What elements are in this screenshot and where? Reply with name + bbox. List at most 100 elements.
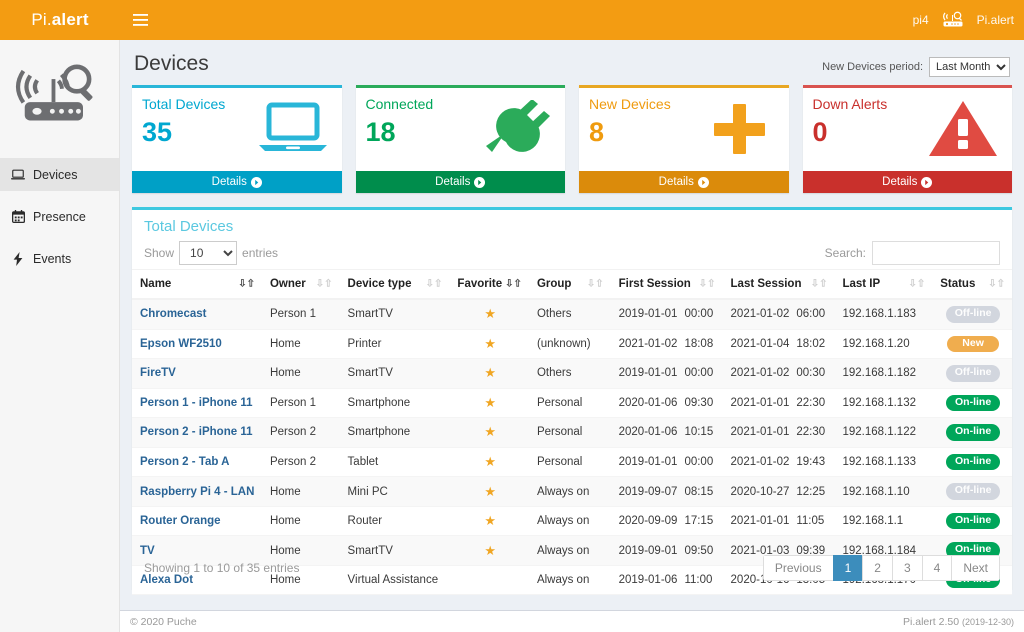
cell-group: Personal [528, 417, 611, 448]
sidebar-item-events[interactable]: Events [0, 242, 119, 275]
first-session-time: 18:08 [684, 337, 714, 350]
table-row[interactable]: Person 2 - Tab A Person 2 Tablet ★ Personal 2… [132, 447, 1012, 478]
brand-logo[interactable]: Pi. alert [0, 0, 120, 40]
sidebar-item-devices[interactable]: Devices [0, 158, 119, 191]
column-header-last-ip[interactable]: Last IP ⇩⇧ [834, 269, 933, 300]
entries-length-select[interactable]: 10 [179, 241, 238, 265]
device-link[interactable]: FireTV [140, 367, 176, 380]
calendar-icon [10, 210, 26, 223]
cell-name: Chromecast [132, 299, 262, 330]
device-link[interactable]: Epson WF2510 [140, 337, 222, 350]
cell-favorite[interactable]: ★ [449, 535, 529, 566]
pagination-page-2[interactable]: 2 [862, 555, 892, 581]
pagination-page-1[interactable]: 1 [832, 555, 863, 581]
search-input[interactable] [872, 241, 1000, 265]
cell-owner: Home [261, 358, 340, 389]
table-row[interactable]: Person 1 - iPhone 11 Person 1 Smartphone ★ P… [132, 388, 1012, 419]
sidebar-item-presence[interactable]: Presence [0, 200, 119, 233]
table-row[interactable]: Person 2 - iPhone 11 Person 2 Smartphone ★ P… [132, 417, 1012, 448]
stat-box-value: 35 [142, 117, 173, 147]
new-devices-period-control: New Devices period: Last Month [822, 57, 1010, 77]
devices-table: Name ⇩⇧ Owner ⇩⇧ Device type ⇩⇧ Favorite… [132, 269, 1012, 596]
stat-box-title: New Devices [589, 96, 671, 112]
cell-favorite[interactable]: ★ [449, 476, 529, 507]
column-header-last-session[interactable]: Last Session ⇩⇧ [722, 269, 835, 300]
details-button[interactable]: Details [579, 171, 789, 193]
cell-favorite[interactable]: ★ [449, 417, 529, 448]
first-session-time: 00:00 [684, 367, 714, 380]
stat-box-total-devices: Total Devices 35 Details [132, 85, 342, 193]
cell-first-session: 2019-01-01 00:00 [610, 358, 723, 389]
cell-last-session: 2021-01-01 22:30 [722, 388, 835, 419]
footer-version: 2.50 [938, 615, 960, 628]
cell-device-type: Mini PC [339, 476, 450, 507]
column-label: Favorite [457, 278, 503, 290]
cell-favorite[interactable]: ★ [449, 299, 529, 330]
pagination-next[interactable]: Next [951, 555, 1000, 581]
device-link[interactable]: TV [140, 544, 155, 557]
column-header-owner[interactable]: Owner ⇩⇧ [261, 269, 340, 300]
table-search-control: Search: [825, 241, 1000, 265]
details-button[interactable]: Details [802, 171, 1012, 193]
column-header-name[interactable]: Name ⇩⇧ [132, 269, 262, 300]
pagination-page-4[interactable]: 4 [921, 555, 952, 581]
sidebar-logo [0, 40, 119, 158]
table-row[interactable]: Raspberry Pi 4 - LAN Home Mini PC ★ Always o… [132, 476, 1012, 507]
cell-favorite[interactable] [449, 565, 529, 596]
column-header-status[interactable]: Status ⇩⇧ [932, 269, 1012, 300]
cell-favorite[interactable]: ★ [449, 506, 529, 537]
cell-favorite[interactable]: ★ [449, 447, 529, 478]
cell-last-ip: 192.168.1.183 [834, 299, 933, 330]
cell-group: Always on [528, 565, 611, 596]
device-link[interactable]: Raspberry Pi 4 - LAN [140, 485, 255, 498]
sort-none-icon: ⇩⇧ [425, 278, 443, 290]
pagination-page-3[interactable]: 3 [891, 555, 922, 581]
laptop-icon [10, 169, 26, 181]
device-link[interactable]: Chromecast [140, 308, 207, 321]
table-row[interactable]: TV Home SmartTV ★ Always on 2019-09-01 09:50 20… [132, 535, 1012, 566]
column-header-group[interactable]: Group ⇩⇧ [528, 269, 611, 300]
device-link[interactable]: Person 2 - iPhone 11 [140, 426, 253, 439]
cell-status: On-line [932, 417, 1012, 448]
stat-box-body: Down Alerts 0 [803, 88, 1013, 171]
first-session-time: 00:00 [684, 308, 714, 321]
table-row[interactable]: Epson WF2510 Home Printer ★ (unknown) 2021-01… [132, 329, 1012, 360]
cell-name: Epson WF2510 [132, 329, 262, 360]
cell-favorite[interactable]: ★ [449, 329, 529, 360]
device-link[interactable]: Alexa Dot [140, 574, 194, 587]
table-row[interactable]: Chromecast Person 1 SmartTV ★ Others 2019-01-… [132, 299, 1012, 330]
device-link[interactable]: Person 2 - Tab A [140, 456, 230, 468]
column-header-first-session[interactable]: First Session ⇩⇧ [610, 269, 723, 300]
stat-box-value: 0 [812, 117, 828, 147]
details-button[interactable]: Details [355, 171, 565, 193]
table-row[interactable]: FireTV Home SmartTV ★ Others 2019-01-01 00:00 2… [132, 358, 1012, 389]
cell-device-type: Tablet [339, 447, 450, 478]
sort-none-icon: ⇩⇧ [810, 278, 828, 290]
circle-arrow-right-icon [697, 176, 709, 188]
last-session-date: 2021-01-01 [730, 426, 790, 439]
details-button[interactable]: Details [132, 171, 342, 193]
column-header-favorite[interactable]: Favorite ⇩⇧ [449, 269, 529, 300]
panel-header: Total Devices [132, 210, 1012, 235]
table-row[interactable]: Router Orange Home Router ★ Always on 2020-09… [132, 506, 1012, 537]
cell-last-ip: 192.168.1.182 [834, 358, 933, 389]
last-session-date: 2020-10-27 [730, 485, 790, 498]
cell-first-session: 2019-09-01 09:50 [610, 535, 723, 566]
brand-prefix: Pi. [31, 10, 52, 29]
star-icon: ★ [484, 424, 496, 440]
column-label: Owner [269, 278, 306, 290]
cell-first-session: 2020-01-06 10:15 [610, 417, 723, 448]
device-link[interactable]: Person 1 - iPhone 11 [140, 396, 253, 409]
pagination-previous[interactable]: Previous [762, 555, 833, 581]
period-select[interactable]: Last Month [929, 57, 1010, 77]
cell-favorite[interactable]: ★ [449, 358, 529, 389]
cell-favorite[interactable]: ★ [449, 388, 529, 419]
hamburger-icon[interactable] [120, 0, 160, 40]
column-header-device-type[interactable]: Device type ⇩⇧ [339, 269, 450, 300]
cell-name: TV [132, 535, 262, 566]
cell-name: Person 2 - iPhone 11 [132, 417, 262, 448]
cell-status: On-line [932, 388, 1012, 419]
device-link[interactable]: Router Orange [140, 515, 221, 528]
details-label: Details [658, 176, 694, 188]
cell-status: On-line [932, 447, 1012, 478]
